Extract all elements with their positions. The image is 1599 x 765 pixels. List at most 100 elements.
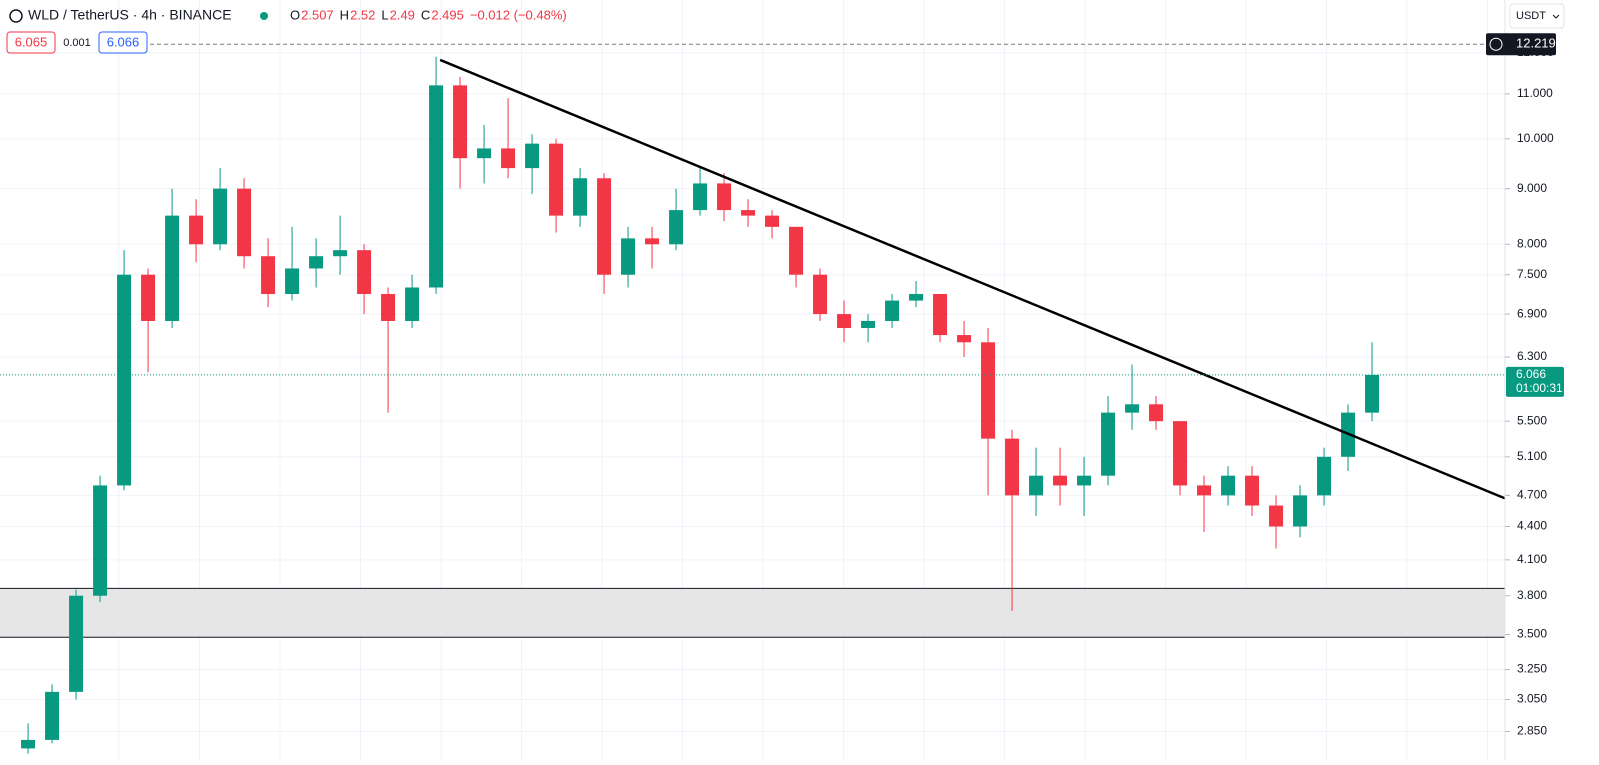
candle-body: [165, 215, 180, 321]
y-tick-label: 9.000: [1517, 181, 1547, 195]
candle-body: [669, 210, 684, 245]
candle-body: [381, 293, 396, 321]
candle-body: [837, 314, 852, 328]
ohlc-value: 2.52: [350, 7, 375, 22]
market-status: [260, 12, 268, 20]
y-tick-label: 6.300: [1517, 349, 1547, 363]
candle-body: [981, 342, 996, 439]
candle-body: [525, 143, 540, 169]
candle-body: [1077, 475, 1092, 486]
currency-button[interactable]: [1509, 3, 1565, 29]
candle-body: [141, 274, 156, 321]
candle-body: [717, 183, 732, 211]
candle-body: [69, 595, 84, 692]
candle-body: [237, 188, 252, 257]
candle-body: [597, 178, 612, 275]
ohlc-label: C: [421, 7, 430, 22]
candle-body: [1221, 475, 1236, 496]
candle-body: [93, 485, 108, 596]
candle-body: [405, 287, 420, 321]
candle-body: [957, 335, 972, 343]
candle-body: [1101, 412, 1116, 476]
candle-body: [429, 85, 444, 288]
y-tick-label: 3.500: [1517, 627, 1547, 641]
candle-body: [1125, 404, 1140, 413]
candle-body: [1317, 456, 1332, 496]
candle-body: [885, 300, 900, 321]
trendline: [439, 58, 1506, 500]
candle-body: [1173, 421, 1188, 486]
y-tick-label: 3.800: [1517, 588, 1547, 602]
y-tick-label: 8.000: [1517, 236, 1547, 250]
candle-body: [741, 210, 756, 216]
candle-body: [453, 85, 468, 159]
candle-body: [501, 148, 516, 169]
last-price-box: [1506, 366, 1564, 397]
candle-body: [933, 293, 948, 336]
y-tick-label: 5.100: [1517, 449, 1547, 463]
currency[interactable]: USDT: [1516, 10, 1546, 22]
candle-body: [909, 293, 924, 301]
ask[interactable]: 6.066: [107, 34, 140, 49]
candle-body: [573, 178, 588, 216]
sell-button[interactable]: [6, 31, 56, 54]
candle-body: [45, 691, 60, 740]
ohlc-label: L: [381, 7, 388, 22]
y-tick-label: 6.900: [1517, 306, 1547, 320]
candle-body: [333, 250, 348, 257]
header: WLD / TetherUS · 4h · BINANCE O 2.507 H 2.5…: [6, 3, 1565, 54]
high-marker-box: [1486, 33, 1556, 56]
buy-button[interactable]: [98, 31, 148, 54]
ohlc-label: O: [290, 7, 300, 22]
y-tick-label: 11.000: [1517, 86, 1553, 100]
candle-body: [645, 238, 660, 245]
candle-body: [1197, 485, 1212, 496]
plot: [0, 43, 1506, 754]
candle-body: [693, 183, 708, 211]
ohlc-value: 2.49: [390, 7, 415, 22]
candle-body: [1053, 475, 1068, 486]
spread: 0.001: [63, 37, 91, 49]
candle-body: [1269, 505, 1284, 527]
zone: [0, 588, 1505, 638]
candle-body: [789, 226, 804, 275]
y-tick-label: 10.000: [1517, 131, 1554, 145]
price-axis: 2.850 3.050 3.250 3.500 3.800 4.100 4.400 4.700…: [1486, 33, 1564, 738]
candle-body: [1029, 475, 1044, 496]
candle-body: [1293, 495, 1308, 527]
change: −0.012 (−0.48%): [470, 7, 567, 22]
dropdown-icon: [1552, 14, 1560, 19]
y-tick-label: 4.700: [1517, 488, 1547, 502]
ohlc: O 2.507 H 2.52 L 2.49 C 2.495 −0.012 (−0.48%): [290, 7, 567, 22]
candle-body: [549, 143, 564, 216]
y-tick-label: 3.050: [1517, 692, 1547, 706]
high-marker-icon: [1489, 37, 1503, 51]
y-tick-label: 4.100: [1517, 552, 1547, 566]
candle-body: [1005, 438, 1020, 496]
candle-body: [357, 250, 372, 294]
y-tick-label: 7.500: [1517, 267, 1547, 281]
countdown: 01:00:31: [1516, 381, 1563, 395]
candle-body: [1365, 374, 1380, 413]
symbol: WLD / TetherUS · 4h · BINANCE: [28, 7, 232, 23]
candle-body: [1149, 404, 1164, 422]
candle-body: [1245, 475, 1260, 506]
last-price: 6.066: [1516, 367, 1546, 381]
symbol-logo: [9, 9, 23, 23]
candle-body: [21, 739, 36, 749]
y-tick-label: 4.400: [1517, 519, 1547, 533]
bid[interactable]: 6.065: [15, 34, 48, 49]
ohlc-label: H: [340, 7, 349, 22]
candle-body: [621, 238, 636, 275]
candle-body: [765, 215, 780, 227]
candle-body: [189, 215, 204, 245]
ohlc-value: 2.507: [301, 7, 334, 22]
candle-body: [261, 256, 276, 294]
y-tick-label: 2.850: [1517, 724, 1547, 738]
candle-body: [477, 148, 492, 159]
candle-body: [117, 274, 132, 486]
candle-body: [213, 188, 228, 245]
